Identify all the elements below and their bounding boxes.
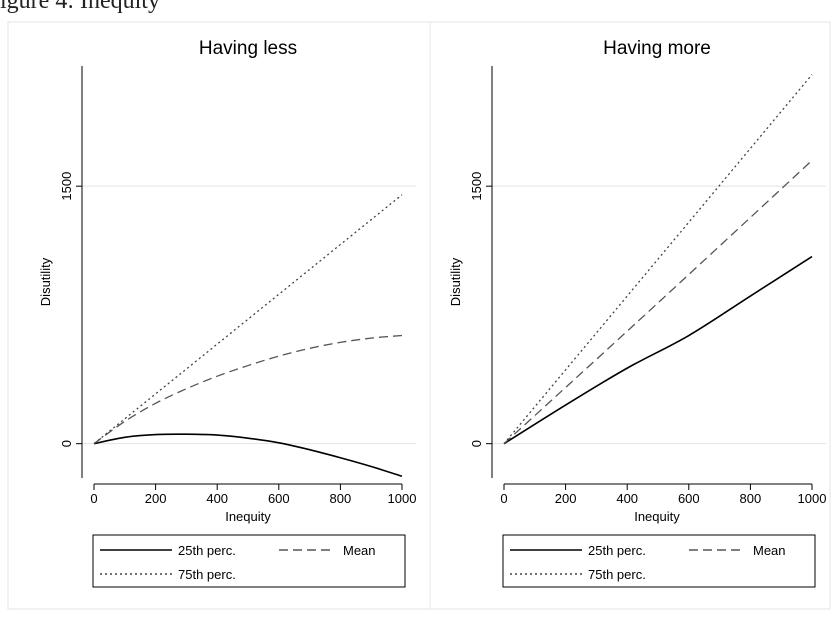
plot-area: 0 1500 0 200 400 600 800 1000 [59, 66, 416, 506]
legend: 25th perc. Mean 75th perc. [92, 534, 406, 588]
legend-box [92, 534, 406, 588]
plot-area: 0 1500 0 200 400 600 800 1000 [469, 66, 826, 506]
x-tick-label: 1000 [798, 491, 827, 506]
series-line-75th-perc [503, 74, 813, 445]
figure-caption: igure 4: Inequity [0, 0, 160, 14]
legend-label: Mean [753, 543, 786, 558]
legend-label: Mean [343, 543, 376, 558]
x-axis-label: Inequity [225, 509, 271, 524]
x-tick-label: 200 [555, 491, 577, 506]
x-tick-label: 800 [330, 491, 352, 506]
y-axis-label: Disutility [38, 257, 53, 306]
y-tick-label: 1500 [59, 172, 74, 201]
chart-title: Having more [603, 38, 711, 59]
series-line-75th-perc [93, 194, 403, 445]
y-axis-label: Disutility [448, 257, 463, 306]
x-tick-label: 800 [740, 491, 762, 506]
x-tick-label: 600 [268, 491, 290, 506]
panel-having-less: Having less Disutility Inequity 0 1500 0 20… [38, 38, 416, 588]
y-tick-label: 0 [469, 440, 484, 447]
figure-frame [7, 21, 831, 610]
x-axis-label: Inequity [634, 509, 680, 524]
legend-label: 75th perc. [178, 567, 236, 582]
x-tick-label: 400 [206, 491, 228, 506]
legend-label: 75th perc. [588, 567, 646, 582]
x-tick-label: 0 [500, 491, 507, 506]
legend-label: 25th perc. [588, 543, 646, 558]
series-line-mean [503, 159, 813, 445]
x-tick-label: 600 [678, 491, 700, 506]
legend: 25th perc. Mean 75th perc. [502, 534, 816, 588]
series-line-25th-perc [503, 255, 813, 445]
x-tick-label: 400 [616, 491, 638, 506]
y-tick-label: 1500 [469, 172, 484, 201]
panel-having-more: Having more Disutility Inequity 0 1500 0 20… [448, 38, 826, 588]
legend-box [502, 534, 816, 588]
chart-title: Having less [199, 38, 297, 59]
y-tick-label: 0 [59, 440, 74, 447]
series-line-mean [93, 334, 403, 445]
x-tick-label: 200 [145, 491, 167, 506]
series-line-25th-perc [93, 433, 403, 478]
x-tick-label: 0 [90, 491, 97, 506]
x-tick-label: 1000 [388, 491, 417, 506]
legend-label: 25th perc. [178, 543, 236, 558]
